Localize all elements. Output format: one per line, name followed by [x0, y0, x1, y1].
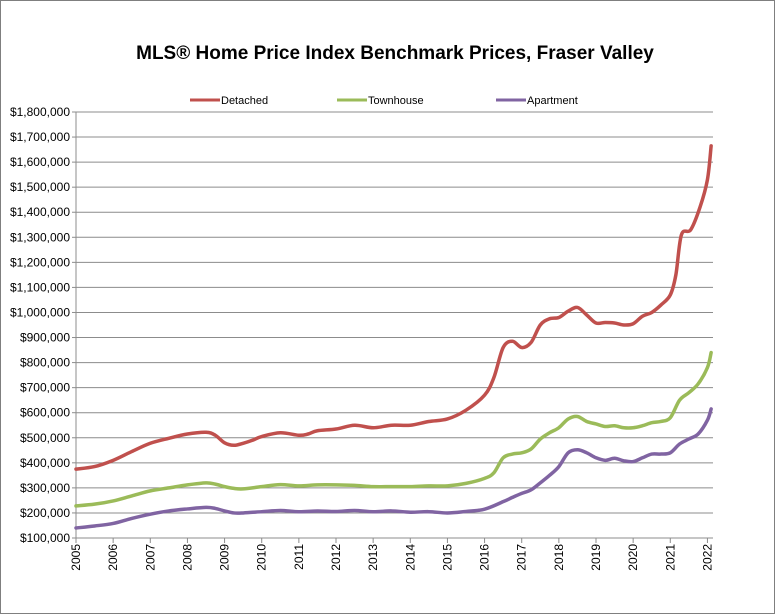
- x-tick-label: 2011: [292, 544, 306, 570]
- legend-item-detached: Detached: [190, 95, 268, 107]
- legend-item-apartment: Apartment: [496, 95, 578, 107]
- x-tick-label: 2018: [552, 544, 566, 571]
- x-tick-label: 2010: [255, 544, 269, 571]
- y-tick-label: $400,000: [20, 456, 70, 470]
- x-tick-label: 2022: [700, 544, 714, 571]
- y-tick-label: $1,200,000: [10, 255, 70, 269]
- y-tick-label: $800,000: [20, 356, 70, 370]
- x-tick-label: 2005: [69, 544, 83, 571]
- x-tick-label: 2020: [626, 544, 640, 571]
- x-tick-label: 2021: [663, 544, 677, 571]
- x-tick-label: 2008: [180, 544, 194, 571]
- x-tick-label: 2017: [515, 544, 529, 571]
- x-tick-label: 2014: [403, 544, 417, 571]
- x-tick-label: 2012: [329, 544, 343, 571]
- series-line-apartment: [74, 407, 713, 530]
- series-group: [74, 144, 713, 530]
- y-axis: $100,000 $200,000 $300,000 $400,000 $500,000…: [10, 105, 77, 545]
- y-tick-label: $1,500,000: [10, 180, 70, 194]
- legend-label: Townhouse: [368, 95, 424, 107]
- x-tick-label: 2009: [218, 544, 232, 571]
- series-line-detached: [74, 144, 713, 471]
- legend: Detached Townhouse Apartment: [190, 95, 578, 107]
- y-tick-label: $1,700,000: [10, 130, 70, 144]
- y-tick-label: $500,000: [20, 431, 70, 445]
- y-tick-label: $1,600,000: [10, 155, 70, 169]
- y-tick-label: $1,400,000: [10, 205, 70, 219]
- chart-title: MLS® Home Price Index Benchmark Prices, …: [136, 43, 654, 64]
- y-tick-label: $700,000: [20, 381, 70, 395]
- x-tick-label: 2006: [106, 544, 120, 571]
- y-tick-label: $100,000: [20, 531, 70, 545]
- x-tick-label: 2019: [589, 544, 603, 571]
- x-tick-label: 2007: [143, 544, 157, 571]
- x-tick-label: 2016: [478, 544, 492, 571]
- legend-label: Apartment: [527, 95, 578, 107]
- y-tick-label: $900,000: [20, 331, 70, 345]
- legend-label: Detached: [221, 95, 268, 107]
- x-tick-label: 2013: [366, 544, 380, 571]
- y-tick-label: $300,000: [20, 481, 70, 495]
- y-tick-label: $1,000,000: [10, 305, 70, 319]
- y-tick-label: $200,000: [20, 506, 70, 520]
- series-line-townhouse: [74, 350, 713, 508]
- y-tick-label: $600,000: [20, 406, 70, 420]
- y-tick-label: $1,800,000: [10, 105, 70, 119]
- y-tick-label: $1,300,000: [10, 230, 70, 244]
- x-axis: 2005 2006 2007 2008 2009 2010 2011 2012 2013 2014…: [69, 537, 714, 571]
- x-tick-label: 2015: [440, 544, 454, 571]
- y-tick-label: $1,100,000: [10, 280, 70, 294]
- legend-item-townhouse: Townhouse: [337, 95, 424, 107]
